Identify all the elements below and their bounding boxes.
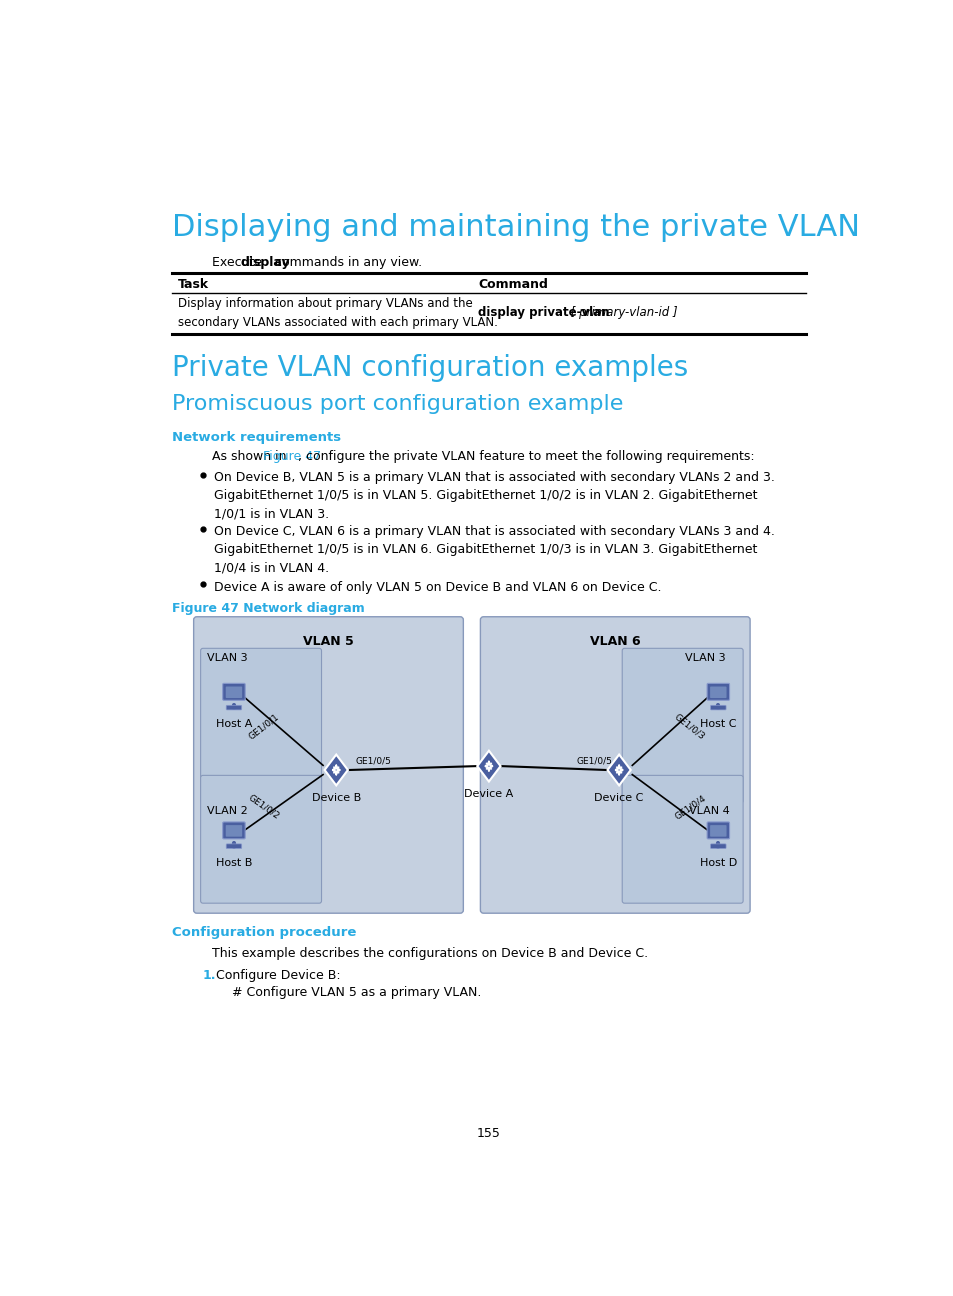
Text: Figure 47: Figure 47 xyxy=(262,450,320,463)
Text: Figure 47 Network diagram: Figure 47 Network diagram xyxy=(172,603,364,616)
Text: Execute: Execute xyxy=(212,255,266,268)
Text: # Configure VLAN 5 as a primary VLAN.: # Configure VLAN 5 as a primary VLAN. xyxy=(232,985,480,999)
FancyBboxPatch shape xyxy=(200,775,321,903)
Text: 1.: 1. xyxy=(202,968,215,981)
Text: VLAN 2: VLAN 2 xyxy=(207,806,248,816)
Text: Device A: Device A xyxy=(464,789,513,800)
Text: Device C: Device C xyxy=(594,793,643,804)
Text: Promiscuous port configuration example: Promiscuous port configuration example xyxy=(172,394,622,415)
FancyBboxPatch shape xyxy=(226,705,241,710)
Text: , configure the private VLAN feature to meet the following requirements:: , configure the private VLAN feature to … xyxy=(298,450,754,463)
Polygon shape xyxy=(476,750,500,781)
FancyBboxPatch shape xyxy=(706,822,729,839)
Polygon shape xyxy=(324,754,348,785)
FancyBboxPatch shape xyxy=(193,617,463,914)
Text: VLAN 3: VLAN 3 xyxy=(684,653,725,664)
FancyBboxPatch shape xyxy=(709,826,726,837)
Text: Host D: Host D xyxy=(699,858,736,868)
FancyBboxPatch shape xyxy=(200,648,321,804)
Text: VLAN 6: VLAN 6 xyxy=(589,635,639,648)
Text: GE1/0/2: GE1/0/2 xyxy=(246,793,280,820)
Text: Network requirements: Network requirements xyxy=(172,432,341,445)
Text: GE1/0/4: GE1/0/4 xyxy=(672,793,707,820)
FancyBboxPatch shape xyxy=(226,687,242,699)
Text: Private VLAN configuration examples: Private VLAN configuration examples xyxy=(172,354,687,382)
FancyBboxPatch shape xyxy=(480,617,749,914)
Text: GE1/0/3: GE1/0/3 xyxy=(672,713,706,741)
Text: Host C: Host C xyxy=(700,719,736,730)
Text: GE1/0/5: GE1/0/5 xyxy=(355,757,391,765)
Text: Display information about primary VLANs and the
secondary VLANs associated with : Display information about primary VLANs … xyxy=(178,297,497,329)
FancyBboxPatch shape xyxy=(710,844,725,849)
Text: Device B: Device B xyxy=(312,793,360,804)
Text: As shown in: As shown in xyxy=(212,450,291,463)
Text: GE1/0/1: GE1/0/1 xyxy=(247,713,280,741)
Text: VLAN 4: VLAN 4 xyxy=(688,806,729,816)
Text: On Device C, VLAN 6 is a primary VLAN that is associated with secondary VLANs 3 : On Device C, VLAN 6 is a primary VLAN th… xyxy=(213,525,774,574)
FancyBboxPatch shape xyxy=(222,822,245,839)
FancyBboxPatch shape xyxy=(621,648,742,804)
Text: This example describes the configurations on Device B and Device C.: This example describes the configuration… xyxy=(212,947,648,960)
Polygon shape xyxy=(607,754,630,785)
Text: display: display xyxy=(240,255,290,268)
Text: display private-vlan: display private-vlan xyxy=(477,306,609,319)
Text: 155: 155 xyxy=(476,1128,500,1140)
Text: Host B: Host B xyxy=(215,858,252,868)
Text: Configure Device B:: Configure Device B: xyxy=(216,968,340,981)
Text: VLAN 5: VLAN 5 xyxy=(303,635,354,648)
Text: On Device B, VLAN 5 is a primary VLAN that is associated with secondary VLANs 2 : On Device B, VLAN 5 is a primary VLAN th… xyxy=(213,472,774,520)
Text: Host A: Host A xyxy=(215,719,252,730)
FancyBboxPatch shape xyxy=(226,844,241,849)
Text: commands in any view.: commands in any view. xyxy=(271,255,422,268)
Text: Task: Task xyxy=(178,277,209,290)
Text: VLAN 3: VLAN 3 xyxy=(207,653,247,664)
Text: Configuration procedure: Configuration procedure xyxy=(172,925,356,938)
Text: Device A is aware of only VLAN 5 on Device B and VLAN 6 on Device C.: Device A is aware of only VLAN 5 on Devi… xyxy=(213,581,660,594)
FancyBboxPatch shape xyxy=(226,826,242,837)
FancyBboxPatch shape xyxy=(706,683,729,700)
FancyBboxPatch shape xyxy=(222,683,245,700)
Text: Command: Command xyxy=(477,277,547,290)
FancyBboxPatch shape xyxy=(710,705,725,710)
FancyBboxPatch shape xyxy=(709,687,726,699)
Text: [ primary-vlan-id ]: [ primary-vlan-id ] xyxy=(567,306,678,319)
Text: Displaying and maintaining the private VLAN: Displaying and maintaining the private V… xyxy=(172,214,859,242)
Text: GE1/0/5: GE1/0/5 xyxy=(576,757,612,765)
FancyBboxPatch shape xyxy=(621,775,742,903)
